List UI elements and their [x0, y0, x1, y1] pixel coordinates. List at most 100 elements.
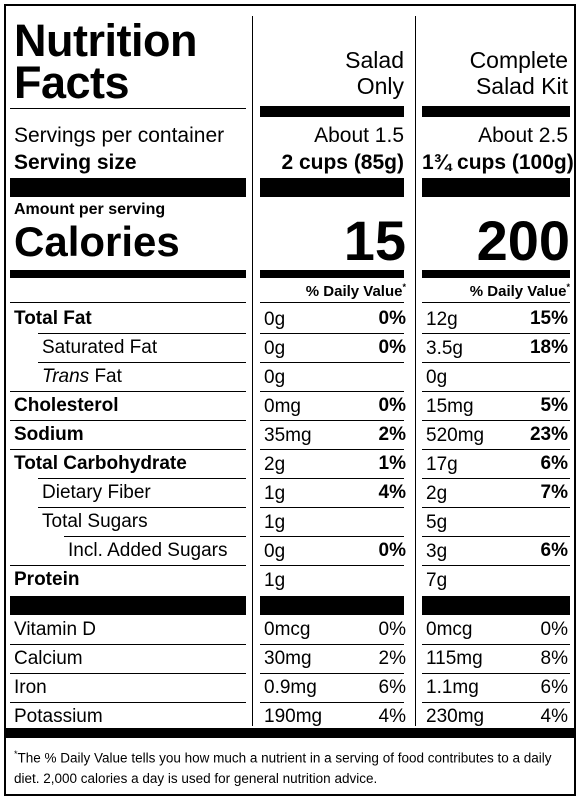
row-rule — [38, 507, 246, 508]
col1-dv-header: % Daily Value* — [260, 282, 406, 300]
col1-protein-bar — [260, 596, 404, 615]
nutrition-facts-label: Nutrition Facts Salad Only Complete Sala… — [4, 4, 576, 796]
col2-amount: 7g — [426, 570, 448, 591]
nutrient-name: Total Fat — [14, 308, 92, 330]
nutrient-name-text: Incl. Added Sugars — [68, 540, 228, 561]
col2-daily-value: 7% — [540, 482, 568, 503]
row-rule — [260, 507, 404, 508]
col1-calories-bar — [260, 270, 404, 278]
nutrient-name-text: Cholesterol — [14, 395, 119, 416]
col2-amount: 520mg — [426, 425, 485, 446]
dv-rule-col2 — [422, 302, 570, 303]
col2-name-line-1: Complete — [469, 47, 568, 73]
col2-daily-value: 4% — [540, 706, 568, 727]
col2-protein-bar — [422, 596, 570, 615]
col1-amount: 2g — [264, 454, 286, 475]
calories-label: Calories — [14, 218, 180, 265]
col2-daily-value: 5% — [540, 395, 568, 416]
col2-daily-value: 15% — [529, 308, 568, 329]
vitamin-name: Calcium — [14, 648, 83, 669]
col2-amount: 0mcg — [426, 619, 473, 640]
nutrient-name: Total Sugars — [42, 511, 148, 533]
nutrient-name: Saturated Fat — [42, 337, 157, 359]
nutrient-name-text: Total Carbohydrate — [14, 453, 187, 474]
vitamin-name: Potassium — [14, 706, 103, 727]
col1-amount: 35mg — [264, 425, 312, 446]
col1-dv-text: % Daily Value — [305, 283, 403, 300]
row-rule — [260, 644, 404, 645]
footnote-asterisk: * — [14, 749, 18, 759]
col2-header-bar — [422, 106, 570, 117]
row-rule — [10, 644, 246, 645]
row-rule — [10, 565, 246, 566]
nutrient-name-text: Total Fat — [14, 308, 92, 329]
row-rule — [422, 507, 570, 508]
col1-name-line-2: Only — [356, 73, 404, 99]
col2-amount: 17g — [426, 454, 458, 475]
row-rule — [10, 449, 246, 450]
nutrient-name: Sodium — [14, 424, 84, 446]
col1-daily-value: 0% — [378, 308, 406, 329]
row-rule — [422, 333, 570, 334]
row-rule — [260, 391, 404, 392]
row-rule — [422, 565, 570, 566]
col1-amount: 1g — [264, 512, 286, 533]
dv-rule-col1 — [260, 302, 404, 303]
col1-daily-value: 2% — [378, 648, 406, 669]
footnote-text: The % Daily Value tells you how much a n… — [14, 750, 552, 786]
col2-daily-value: 6% — [540, 453, 568, 474]
col2-daily-value: 6% — [540, 677, 568, 698]
row-rule — [10, 702, 246, 703]
col2-calories-bar — [422, 270, 570, 278]
col1-amount: 0g — [264, 541, 286, 562]
nutrient-name-text: Dietary Fiber — [42, 482, 151, 503]
col2-dv-text: % Daily Value — [469, 283, 567, 300]
serving-size-label: Serving size — [14, 151, 137, 174]
row-rule — [38, 478, 246, 479]
nutrient-name-text: Sodium — [14, 424, 84, 445]
col1-calories: 15 — [343, 209, 406, 272]
title-line-1: Nutrition — [14, 15, 197, 66]
col2-dv-asterisk: * — [566, 282, 570, 292]
col1-daily-value: 4% — [378, 482, 406, 503]
col2-amount: 3g — [426, 541, 448, 562]
nutrient-name-text: Protein — [14, 569, 80, 590]
row-rule — [422, 449, 570, 450]
col1-amount: 0mcg — [264, 619, 311, 640]
row-rule — [260, 420, 404, 421]
col2-name-line-2: Salad Kit — [475, 73, 568, 99]
col1-amount: 0g — [264, 367, 286, 388]
col1-amount: 1g — [264, 483, 286, 504]
row-rule — [422, 673, 570, 674]
col2-daily-value: 6% — [540, 540, 568, 561]
col1-amount: 190mg — [264, 706, 323, 727]
row-rule — [260, 702, 404, 703]
col2-amount: 12g — [426, 309, 458, 330]
row-rule — [422, 420, 570, 421]
protein-bar — [10, 596, 246, 615]
col1-daily-value: 0% — [378, 395, 406, 416]
row-rule — [10, 391, 246, 392]
col1-amount: 1g — [264, 570, 286, 591]
servings-bar — [10, 178, 246, 197]
row-rule — [260, 565, 404, 566]
row-rule — [260, 478, 404, 479]
nutrient-name: Trans Fat — [42, 366, 122, 388]
row-rule — [422, 362, 570, 363]
row-rule — [38, 362, 246, 363]
col1-amount: 0.9mg — [264, 677, 317, 698]
row-rule — [260, 673, 404, 674]
col2-amount: 2g — [426, 483, 448, 504]
col2-amount: 0g — [426, 367, 448, 388]
row-rule — [422, 702, 570, 703]
col1-name-line-1: Salad — [345, 47, 404, 73]
col2-amount: 230mg — [426, 706, 485, 727]
col2-amount: 115mg — [426, 648, 483, 669]
footnote: *The % Daily Value tells you how much a … — [14, 744, 564, 789]
col1-amount: 30mg — [264, 648, 312, 669]
calories-bar — [10, 270, 246, 278]
row-rule — [38, 333, 246, 334]
col2-daily-value: 8% — [540, 648, 568, 669]
row-rule — [422, 391, 570, 392]
col2-daily-value: 18% — [529, 337, 568, 358]
